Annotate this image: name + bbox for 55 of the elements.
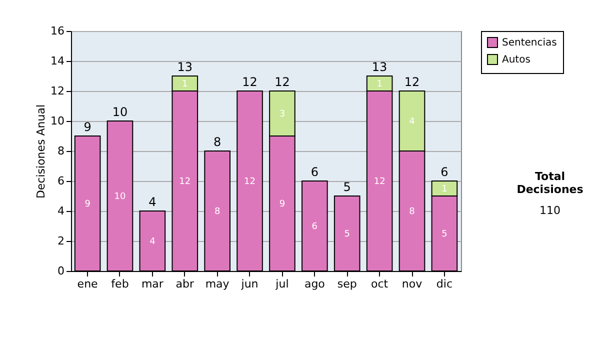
x-tick-label: feb — [111, 278, 129, 290]
y-tick-label: 8 — [58, 144, 64, 158]
total-label: 5 — [343, 180, 351, 194]
x-tick-label: dic — [436, 278, 452, 290]
x-tick-label: oct — [371, 278, 389, 290]
y-tick-label: 4 — [58, 204, 64, 218]
total-label: 12 — [404, 75, 420, 89]
data-label: 1 — [182, 80, 188, 90]
legend-label: Sentencias — [502, 38, 557, 48]
data-label: 3 — [279, 110, 286, 120]
x-tick-label: ago — [304, 278, 326, 290]
data-label: 5 — [344, 230, 350, 240]
data-label: 12 — [244, 177, 256, 187]
data-label: 1 — [442, 184, 448, 194]
data-label: 5 — [442, 230, 448, 240]
y-tick-label: 12 — [50, 84, 64, 98]
x-tick-label: jun — [240, 278, 258, 290]
data-label: 6 — [312, 222, 318, 232]
total-label: 12 — [242, 75, 258, 89]
text: Total Decisiones — [516, 170, 584, 196]
data-label: 8 — [214, 207, 220, 217]
total-label: 6 — [310, 165, 318, 179]
x-tick-label: sep — [337, 278, 357, 290]
y-tick-label: 0 — [58, 264, 64, 278]
total-label: 13 — [177, 60, 193, 74]
y-tick-label: 14 — [50, 54, 64, 68]
text: 110 — [538, 204, 562, 217]
y-axis-title: Decisiones Anual — [34, 104, 48, 199]
data-label: 8 — [409, 207, 416, 217]
y-tick-label: 2 — [58, 234, 64, 248]
total-label: 12 — [274, 75, 290, 89]
data-label: 1 — [376, 80, 382, 90]
data-label: 9 — [279, 200, 286, 210]
y-tick-label: 6 — [58, 174, 64, 188]
x-tick-label: abr — [176, 278, 194, 290]
x-tick-label: may — [205, 278, 230, 290]
data-label: 10 — [114, 192, 126, 202]
x-tick-label: nov — [402, 278, 423, 290]
total-label: 6 — [440, 165, 448, 179]
data-label: 4 — [150, 237, 156, 247]
data-label: 9 — [84, 200, 91, 210]
total-label: 13 — [372, 60, 388, 74]
total-label: 9 — [84, 120, 92, 134]
total-label: 8 — [214, 135, 222, 149]
total-label: 10 — [112, 105, 128, 119]
x-tick-label: mar — [141, 278, 164, 290]
data-label: 12 — [179, 177, 191, 187]
y-tick-label: 16 — [50, 24, 64, 38]
total-label: 4 — [148, 195, 156, 209]
x-tick-label: jul — [274, 278, 289, 290]
data-label: 12 — [374, 177, 386, 187]
data-label: 4 — [409, 117, 416, 127]
y-tick-label: 10 — [50, 114, 64, 128]
legend-label: Autos — [502, 54, 530, 66]
x-tick-label: ene — [77, 278, 98, 290]
